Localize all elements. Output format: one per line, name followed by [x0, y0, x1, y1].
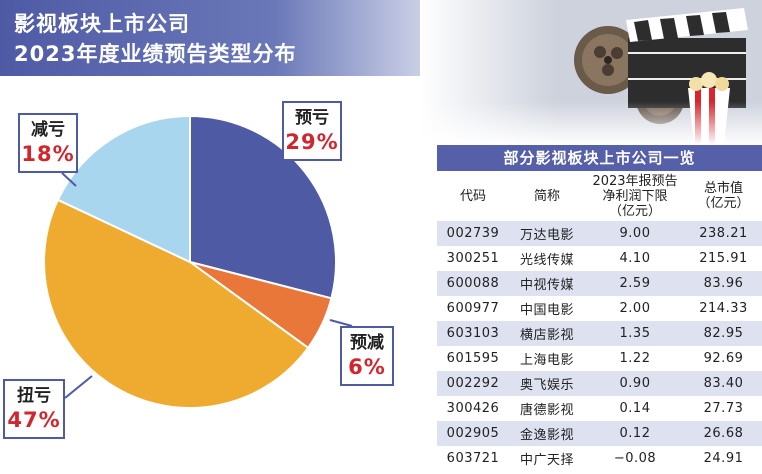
- cell-cap: 26.68: [685, 421, 762, 446]
- cell-name: 上海电影: [509, 346, 585, 371]
- slice-percent: 18%: [21, 142, 75, 166]
- cell-code: 300426: [437, 396, 509, 421]
- film-clapperboard-illustration: [420, 0, 762, 145]
- cell-name: 金逸影视: [509, 421, 585, 446]
- table-row: 603103 横店影视 1.35 82.95: [437, 321, 762, 346]
- cell-cap: 238.21: [685, 221, 762, 246]
- cell-cap: 24.91: [685, 446, 762, 471]
- cell-code: 002739: [437, 221, 509, 246]
- slice-label-yujian: 预减 6%: [340, 326, 394, 386]
- header-profit-line3: （亿元）: [608, 203, 661, 219]
- cell-profit: 4.10: [585, 246, 685, 271]
- cell-cap: 82.95: [685, 321, 762, 346]
- slice-name: 减亏: [31, 120, 65, 140]
- pie-slice-niukui: [43, 198, 310, 409]
- cell-code: 603721: [437, 446, 509, 471]
- cell-name: 万达电影: [509, 221, 585, 246]
- slice-name: 预减: [350, 333, 384, 353]
- title-band: [0, 0, 500, 76]
- cell-profit: 2.59: [585, 271, 685, 296]
- chart-title-line2: 2023年度业绩预告类型分布: [14, 42, 297, 66]
- table-row: 002292 奥飞娱乐 0.90 83.40: [437, 371, 762, 396]
- table-row: 300251 光线传媒 4.10 215.91: [437, 246, 762, 271]
- cell-profit: 0.14: [585, 396, 685, 421]
- slice-percent: 47%: [7, 408, 61, 432]
- chart-title-line1: 影视板块上市公司: [14, 12, 190, 36]
- header-name: 简称: [533, 188, 560, 204]
- cell-cap: 92.69: [685, 346, 762, 371]
- slice-name: 预亏: [295, 108, 329, 128]
- table-row: 600977 中国电影 2.00 214.33: [437, 296, 762, 321]
- table-title: 部分影视板块上市公司一览: [437, 145, 762, 171]
- leader-jiankui: [61, 172, 77, 187]
- company-table: 代码 简称 2023年报预告 净利润下限 （亿元） 总市值 （亿元） 00273…: [437, 171, 762, 471]
- cell-code: 600088: [437, 271, 509, 296]
- table-row: 600088 中视传媒 2.59 83.96: [437, 271, 762, 296]
- table-header-row: 代码 简称 2023年报预告 净利润下限 （亿元） 总市值 （亿元）: [437, 171, 762, 221]
- slice-percent: 6%: [348, 355, 386, 379]
- cell-name: 唐德影视: [509, 396, 585, 421]
- slice-label-jiankui: 减亏 18%: [18, 113, 78, 173]
- header-cap: 总市值 （亿元）: [685, 171, 762, 221]
- photo-fade-overlay: [420, 0, 762, 145]
- table-row: 002905 金逸影视 0.12 26.68: [437, 421, 762, 446]
- cell-code: 600977: [437, 296, 509, 321]
- cell-cap: 27.73: [685, 396, 762, 421]
- cell-profit: 9.00: [585, 221, 685, 246]
- header-profit: 2023年报预告 净利润下限 （亿元）: [585, 171, 685, 221]
- cell-name: 奥飞娱乐: [509, 371, 585, 396]
- cell-profit: 1.35: [585, 321, 685, 346]
- pie-chart: [43, 114, 353, 409]
- slice-label-yukui: 预亏 29%: [282, 101, 342, 161]
- cell-cap: 215.91: [685, 246, 762, 271]
- slice-percent: 29%: [285, 130, 339, 154]
- cell-profit: 0.12: [585, 421, 685, 446]
- cell-profit: 2.00: [585, 296, 685, 321]
- cell-name: 光线传媒: [509, 246, 585, 271]
- cell-name: 中广天择: [509, 446, 585, 471]
- table-row: 002739 万达电影 9.00 238.21: [437, 221, 762, 246]
- cell-name: 中国电影: [509, 296, 585, 321]
- cell-name: 中视传媒: [509, 271, 585, 296]
- header-code: 代码: [459, 188, 486, 204]
- cell-name: 横店影视: [509, 321, 585, 346]
- cell-cap: 83.96: [685, 271, 762, 296]
- header-cap-line2: （亿元）: [697, 196, 750, 211]
- header-cap-line1: 总市值: [703, 181, 743, 196]
- pie-slice-jiankui: [56, 114, 191, 264]
- table-row: 601595 上海电影 1.22 92.69: [437, 346, 762, 371]
- leader-yukui: [275, 160, 293, 176]
- leader-yujian: [329, 319, 353, 327]
- table-row: 300426 唐德影视 0.14 27.73: [437, 396, 762, 421]
- cell-code: 300251: [437, 246, 509, 271]
- table-row: 603721 中广天择 −0.08 24.91: [437, 446, 762, 471]
- slice-name: 扭亏: [17, 386, 51, 406]
- slice-label-niukui: 扭亏 47%: [3, 379, 65, 439]
- leader-niukui: [64, 375, 93, 399]
- cell-code: 603103: [437, 321, 509, 346]
- cell-code: 002905: [437, 421, 509, 446]
- cell-profit: −0.08: [585, 446, 685, 471]
- cell-code: 601595: [437, 346, 509, 371]
- cell-profit: 1.22: [585, 346, 685, 371]
- pie-slice-yukui: [189, 114, 337, 300]
- header-profit-line2: 净利润下限: [602, 188, 668, 204]
- header-profit-line1: 2023年报预告: [592, 173, 678, 189]
- cell-profit: 0.90: [585, 371, 685, 396]
- cell-cap: 83.40: [685, 371, 762, 396]
- cell-cap: 214.33: [685, 296, 762, 321]
- cell-code: 002292: [437, 371, 509, 396]
